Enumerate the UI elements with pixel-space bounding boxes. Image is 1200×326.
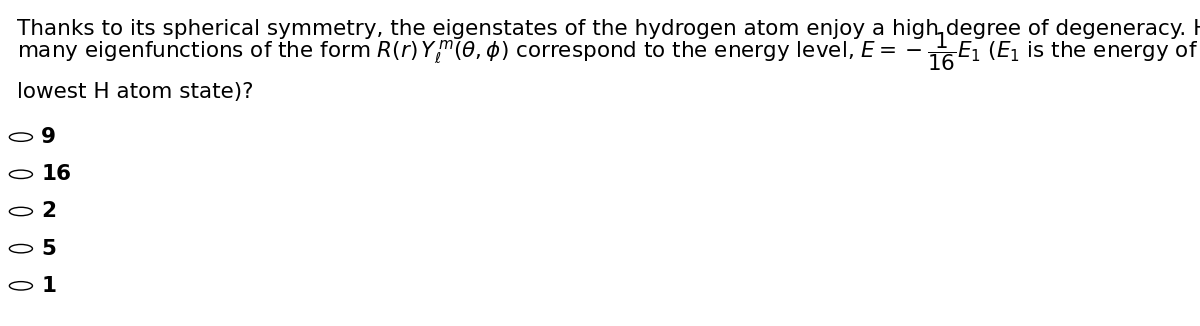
Text: lowest H atom state)?: lowest H atom state)? <box>17 82 254 102</box>
Text: 5: 5 <box>41 239 56 259</box>
Text: 16: 16 <box>41 164 71 184</box>
Text: Thanks to its spherical symmetry, the eigenstates of the hydrogen atom enjoy a h: Thanks to its spherical symmetry, the ei… <box>17 19 1200 39</box>
Text: 9: 9 <box>41 127 56 147</box>
Text: 1: 1 <box>41 276 56 296</box>
Text: many eigenfunctions of the form $R(r)\,Y^{\,m}_{\ell}(\theta,\phi)$ correspond t: many eigenfunctions of the form $R(r)\,Y… <box>17 30 1200 73</box>
Text: 2: 2 <box>41 201 56 221</box>
